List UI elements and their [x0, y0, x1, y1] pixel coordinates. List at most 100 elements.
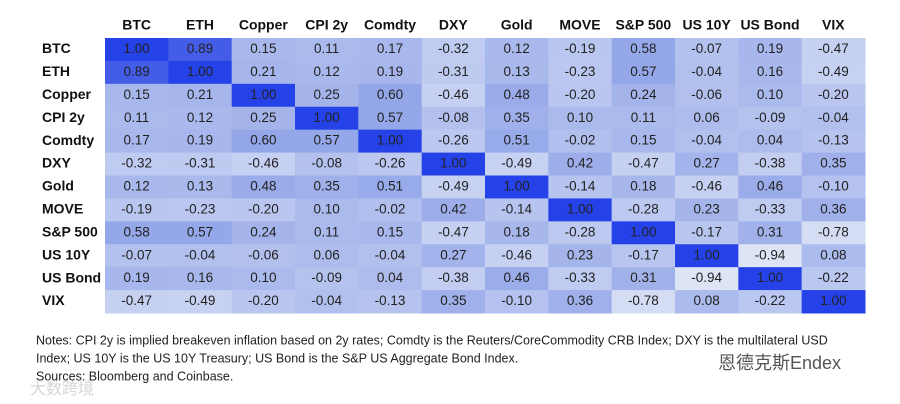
cell-label: -0.23	[185, 201, 216, 216]
heatmap-cell	[675, 83, 739, 108]
row-header: CPI 2y	[42, 109, 85, 125]
cell-label: 1.00	[187, 64, 213, 79]
cell-label: -0.17	[628, 247, 659, 262]
cell-label: 0.31	[630, 270, 656, 285]
heatmap-cell	[548, 83, 613, 108]
heatmap-cell	[295, 106, 359, 131]
cell-label: 0.57	[314, 133, 340, 148]
cell-label: -0.47	[818, 41, 849, 56]
note-line: Notes: CPI 2y is implied breakeven infla…	[36, 333, 828, 347]
heatmap-cell	[421, 106, 486, 131]
heatmap-cell	[295, 175, 359, 199]
row-header: BTC	[42, 40, 71, 56]
heatmap-cell	[485, 198, 549, 222]
heatmap-cell	[295, 244, 359, 268]
column-header: US 10Y	[683, 17, 732, 33]
heatmap-cell	[548, 244, 613, 268]
heatmap-cell	[421, 60, 486, 85]
heatmap-cell	[485, 60, 549, 85]
heatmap-cell	[421, 198, 486, 222]
cell-label: -0.07	[691, 41, 722, 56]
cell-label: -0.31	[438, 64, 469, 79]
cell-label: -0.13	[375, 293, 406, 308]
heatmap-cell	[675, 106, 739, 131]
heatmap-cell	[675, 244, 739, 268]
heatmap-cell	[105, 290, 169, 314]
cell-label: 0.51	[504, 133, 530, 148]
cell-label: -0.19	[565, 41, 596, 56]
heatmap-cell	[801, 129, 866, 154]
cell-label: 1.00	[314, 110, 340, 125]
heatmap-cell	[801, 198, 866, 222]
heatmap-cell	[295, 267, 359, 291]
cell-label: 0.48	[504, 87, 530, 102]
heatmap-cell	[105, 152, 169, 176]
column-header: CPI 2y	[305, 17, 348, 33]
cell-label: 0.04	[757, 133, 784, 148]
heatmap-cell	[738, 221, 803, 245]
heatmap-cell	[105, 38, 169, 62]
cell-label: 0.48	[250, 179, 276, 194]
cell-label: 0.11	[314, 224, 339, 239]
heatmap-cell	[231, 221, 296, 245]
row-header: S&P 500	[42, 223, 98, 239]
heatmap-cell	[801, 175, 866, 199]
heatmap-cell	[485, 152, 549, 176]
heatmap-cell	[738, 152, 803, 176]
cell-label: 0.58	[124, 224, 150, 239]
cell-label: -0.02	[565, 133, 596, 148]
cell-label: 0.04	[377, 270, 404, 285]
heatmap-cell	[485, 290, 549, 314]
heatmap-cell	[485, 106, 549, 131]
heatmap-cell	[358, 290, 423, 314]
heatmap-cell	[421, 267, 486, 291]
heatmap-cell	[548, 267, 613, 291]
row-header: Comdty	[42, 132, 94, 148]
heatmap-cell	[738, 244, 803, 268]
cell-label: 0.51	[377, 179, 403, 194]
heatmap-cell	[675, 267, 739, 291]
cell-label: -0.19	[121, 201, 152, 216]
cell-label: -0.23	[565, 64, 596, 79]
cell-label: -0.04	[311, 293, 342, 308]
cell-label: -0.08	[311, 156, 342, 171]
watermark: 恩德克斯Endex	[718, 353, 841, 373]
cell-label: -0.46	[691, 179, 722, 194]
cell-label: 0.12	[187, 110, 213, 125]
cell-label: 0.21	[250, 64, 276, 79]
cell-label: -0.10	[818, 179, 849, 194]
cell-label: 0.46	[504, 270, 530, 285]
heatmap-cell	[485, 175, 549, 199]
heatmap-cell	[738, 60, 803, 85]
cell-label: -0.20	[818, 87, 849, 102]
heatmap-cell	[168, 221, 233, 245]
heatmap-cell	[231, 83, 296, 108]
heatmap-cell	[485, 267, 549, 291]
heatmap-cell	[421, 175, 486, 199]
heatmap-cell	[485, 244, 549, 268]
cell-label: 0.21	[187, 87, 213, 102]
heatmap-cell	[548, 38, 613, 62]
heatmap-cell	[611, 198, 676, 222]
cell-label: 0.12	[124, 179, 150, 194]
cell-label: -0.04	[691, 133, 722, 148]
cell-label: 0.19	[377, 64, 403, 79]
heatmap-cell	[548, 175, 613, 199]
column-header: ETH	[186, 17, 214, 33]
cell-label: 0.10	[250, 270, 276, 285]
cell-label: 0.57	[377, 110, 403, 125]
cell-label: 1.00	[440, 156, 466, 171]
heatmap-cell	[611, 83, 676, 108]
column-header: MOVE	[559, 17, 600, 33]
cell-label: -0.46	[438, 87, 469, 102]
heatmap-cell	[675, 38, 739, 62]
heatmap-cell	[548, 129, 613, 154]
cell-label: 0.27	[440, 247, 466, 262]
cell-label: -0.33	[565, 270, 596, 285]
cell-label: 0.11	[314, 41, 339, 56]
cell-label: 0.89	[124, 64, 150, 79]
heatmap-cell	[168, 175, 233, 199]
cell-label: 0.42	[440, 201, 466, 216]
heatmap-cell	[801, 244, 866, 268]
heatmap-cell	[168, 38, 233, 62]
